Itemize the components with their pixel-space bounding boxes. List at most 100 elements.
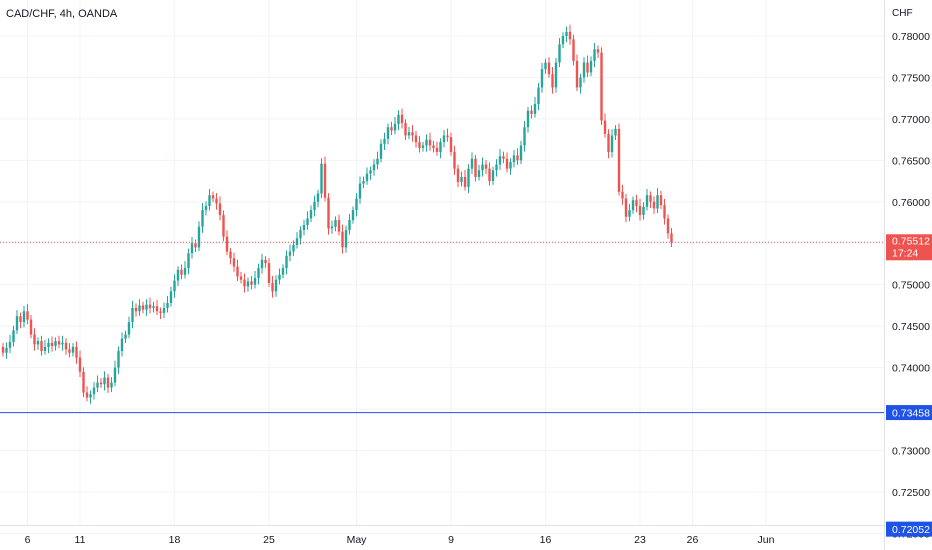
candle [362,176,365,189]
candle-body [68,349,71,353]
candle [278,268,281,285]
candle [75,341,78,364]
candle [110,377,113,393]
candle-body [106,377,110,388]
candle [169,286,173,307]
candle [652,196,656,214]
candle-body [257,268,260,279]
candle-body [481,164,484,171]
candle [502,151,505,164]
candle-body [26,311,29,320]
candle-body [180,269,183,275]
candle-body [533,103,537,114]
candle-body [369,170,372,174]
candle-body [463,176,467,187]
candle [621,184,624,205]
candle [565,26,568,43]
current-price-label: 0.75512 17:24 [886,234,932,261]
price-tick-label: 0.77500 [892,72,930,84]
candle [428,132,432,151]
candle-body [544,62,547,70]
price-tick-label: 0.77000 [892,114,930,126]
candle-body [176,269,180,281]
candle [92,382,96,400]
candle-body [645,195,649,207]
candle-body [404,123,407,136]
candle [183,261,187,279]
candle [232,252,236,272]
candle [54,337,57,351]
time-tick-label: 11 [75,534,86,546]
candle [400,108,404,129]
candle-body [215,198,218,204]
candle-body [600,52,603,121]
candle [407,126,411,140]
candle [148,297,152,314]
candle [404,119,407,141]
candle-body [414,135,418,143]
candle-body [586,62,589,73]
candle-body [264,259,267,264]
candle [628,203,631,222]
candle-body [635,200,638,206]
candle [218,196,222,221]
candle [624,193,628,223]
candle [330,220,334,234]
candle-body [71,346,75,353]
candle-body [239,276,243,280]
candle-body [631,200,635,211]
candle [418,135,421,153]
candle [29,314,33,339]
candle-body [498,156,502,165]
candle-body [638,205,642,216]
chart-grid [0,0,884,534]
candle-body [488,168,491,182]
candle-body [453,152,456,169]
candle [551,67,554,94]
candle [369,166,372,180]
candle-body [82,371,85,393]
price-axis-currency: CHF [892,8,913,19]
candle [582,57,586,83]
candle [526,106,530,133]
candle-body [134,307,138,312]
candle-body [477,170,481,177]
horizontal-level-value: 0.73458 [892,408,930,420]
candle [215,193,218,210]
candle-body [204,205,208,211]
candle-body [271,283,274,292]
candle-body [614,128,617,136]
candle [127,316,131,339]
candle-body [8,341,12,348]
price-tick-label: 0.72500 [892,487,930,499]
candle-body [197,226,201,248]
candle-body [131,307,134,323]
candle [351,206,355,224]
candle [78,350,82,378]
candle-body [15,316,19,331]
candle-body [190,243,194,254]
candle-body [484,164,488,169]
candle-body [348,220,351,231]
bottom-level-label: 0.72052 [886,521,932,537]
candle-body [495,164,498,171]
candle [491,166,495,185]
candle [22,305,26,328]
time-tick-label: 23 [634,534,646,546]
candle [68,343,71,358]
candle-body [96,382,99,388]
candle [337,214,341,236]
candle [575,54,579,92]
candle [533,96,537,118]
time-tick-label: 26 [687,534,699,546]
candle-body [526,110,530,128]
candle [204,201,208,216]
candle [355,193,358,217]
candle [498,149,502,170]
candle-body [302,225,306,231]
candle-body [278,274,281,280]
candle-body [110,382,113,388]
time-tick-label: 9 [448,534,454,546]
candle [131,300,134,329]
